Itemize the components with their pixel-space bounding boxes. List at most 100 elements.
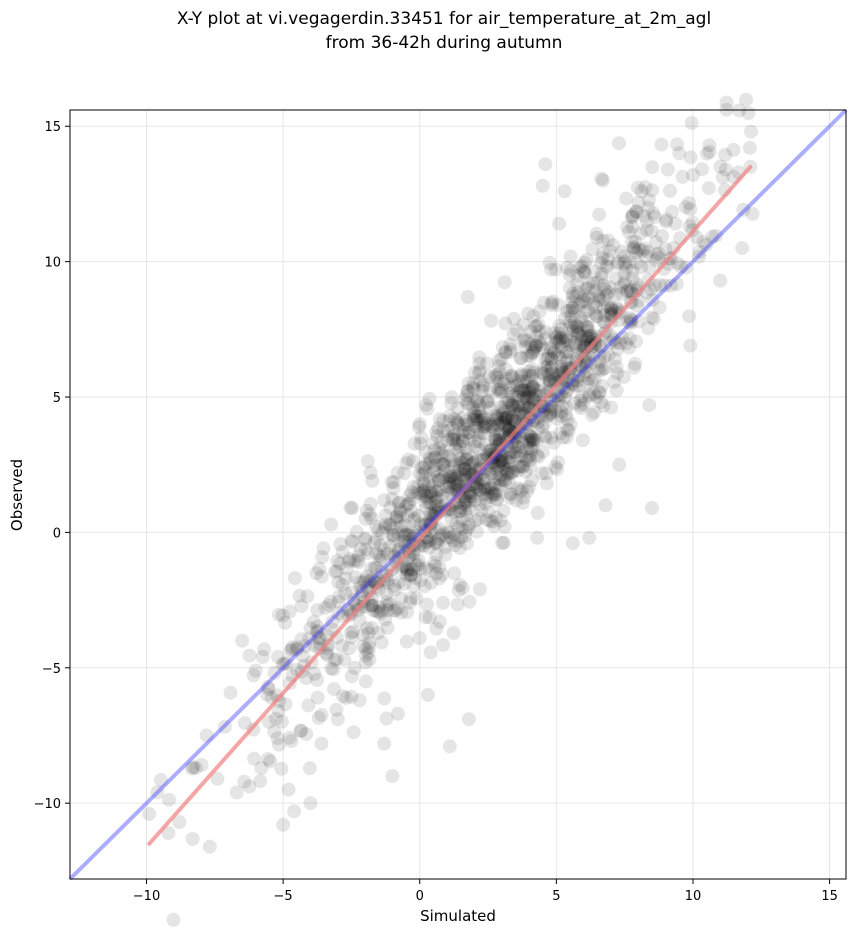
scatter-point: [377, 520, 392, 535]
scatter-point: [530, 530, 545, 545]
scatter-point: [598, 308, 612, 323]
scatter-point: [485, 420, 500, 435]
scatter-point: [482, 480, 497, 495]
scatter-point: [622, 331, 637, 346]
scatter-point: [451, 477, 466, 492]
scatter-point: [495, 415, 510, 430]
scatter-point: [459, 396, 474, 411]
scatter-point: [344, 533, 359, 548]
scatter-point: [411, 479, 425, 494]
scatter-point: [614, 286, 629, 301]
scatter-point: [563, 417, 578, 432]
scatter-point: [436, 527, 450, 542]
scatter-point: [458, 462, 473, 477]
scatter-point: [569, 373, 584, 388]
scatter-point: [390, 601, 405, 616]
scatter-point: [543, 374, 558, 389]
scatter-point: [506, 464, 521, 479]
scatter-point: [303, 621, 318, 636]
scatter-point: [526, 365, 541, 380]
scatter-point: [492, 382, 507, 397]
scatter-point: [429, 424, 444, 439]
scatter-point: [574, 346, 588, 361]
scatter-point: [515, 459, 530, 474]
scatter-point: [229, 785, 244, 800]
scatter-point: [631, 195, 646, 210]
x-axis-label: Simulated: [420, 907, 496, 925]
scatter-point: [538, 325, 553, 339]
scatter-point: [504, 410, 519, 425]
scatter-point: [624, 209, 639, 224]
scatter-point: [467, 419, 482, 434]
scatter-point: [261, 714, 276, 729]
scatter-point: [591, 289, 606, 304]
scatter-point: [242, 648, 257, 663]
scatter-point: [478, 491, 493, 506]
scatter-point: [600, 299, 615, 314]
scatter-point: [547, 346, 562, 361]
scatter-point: [573, 401, 588, 416]
scatter-point: [608, 271, 623, 286]
scatter-point: [564, 295, 579, 310]
scatter-point: [635, 243, 650, 258]
scatter-point: [478, 416, 492, 430]
scatter-point: [507, 311, 521, 326]
scatter-point: [365, 598, 380, 613]
scatter-point: [549, 329, 564, 344]
scatter-point: [406, 578, 421, 593]
scatter-point: [490, 409, 505, 424]
scatter-point: [406, 454, 421, 469]
scatter-point: [489, 493, 504, 508]
scatter-point: [450, 597, 465, 612]
scatter-point: [472, 366, 486, 381]
scatter-point: [279, 656, 294, 671]
scatter-point: [389, 509, 404, 524]
scatter-point: [498, 461, 512, 476]
scatter-point: [628, 234, 643, 249]
scatter-point: [285, 640, 300, 655]
scatter-point: [506, 378, 521, 393]
scatter-point: [368, 604, 383, 618]
scatter-point: [511, 389, 525, 404]
scatter-point: [358, 655, 373, 670]
scatter-point: [423, 645, 438, 660]
scatter-point: [516, 490, 531, 505]
scatter-point: [458, 494, 473, 509]
scatter-point: [393, 505, 408, 519]
scatter-point: [271, 607, 286, 622]
scatter-point: [514, 448, 529, 463]
scatter-point: [578, 333, 593, 348]
scatter-point: [634, 184, 649, 199]
scatter-point: [573, 393, 588, 408]
scatter-point: [587, 306, 602, 321]
scatter-point: [568, 303, 583, 318]
scatter-point: [281, 782, 296, 797]
scatter-point: [489, 462, 504, 476]
scatter-point: [287, 804, 302, 819]
scatter-point: [413, 517, 428, 532]
scatter-point: [274, 714, 289, 729]
scatter-point: [604, 301, 619, 315]
scatter-point: [386, 481, 401, 496]
scatter-point: [461, 501, 476, 516]
scatter-point: [625, 264, 640, 278]
scatter-point: [324, 517, 339, 532]
scatter-point: [692, 249, 706, 264]
scatter-point: [561, 423, 576, 438]
scatter-point: [142, 807, 157, 821]
scatter-point: [389, 512, 404, 527]
scatter-point: [590, 275, 605, 290]
scatter-point: [538, 331, 552, 346]
scatter-point: [431, 498, 446, 513]
scatter-point: [675, 169, 690, 184]
scatter-point: [377, 542, 392, 557]
scatter-point: [498, 420, 513, 435]
scatter-point: [326, 662, 341, 677]
scatter-point: [529, 337, 544, 352]
scatter-point: [431, 473, 446, 488]
scatter-point: [559, 332, 574, 347]
scatter-point: [625, 209, 640, 224]
x-tick-label: 0: [416, 889, 424, 904]
scatter-point: [488, 450, 503, 465]
scatter-point: [363, 465, 378, 480]
